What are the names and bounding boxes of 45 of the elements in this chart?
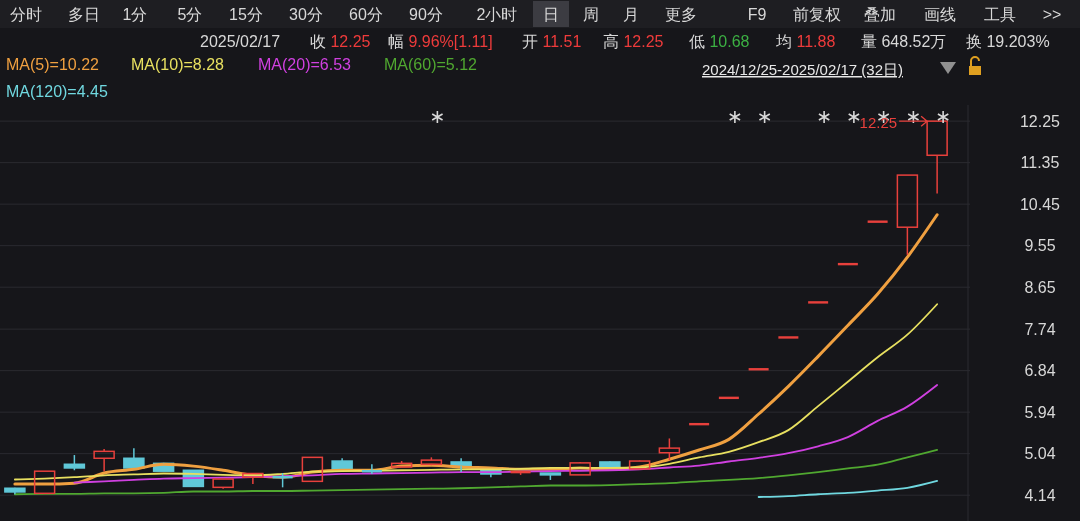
text: MA(60)=5.12 bbox=[384, 56, 478, 73]
text: 均 11.88 bbox=[775, 33, 836, 50]
y-tick-label: 12.25 bbox=[1019, 112, 1061, 130]
text: F9 bbox=[747, 5, 767, 23]
text: 收 12.25 bbox=[310, 33, 371, 50]
text: MA(20)=6.53 bbox=[258, 56, 352, 73]
text: 前复权 bbox=[793, 5, 841, 23]
y-tick-label: 4.14 bbox=[1024, 486, 1056, 504]
text: 2025/02/17 bbox=[200, 33, 281, 50]
text: 开 11.51 bbox=[522, 33, 582, 50]
text: 周 bbox=[583, 5, 599, 23]
text: 高 12.25 bbox=[603, 33, 664, 50]
y-tick-label: 5.04 bbox=[1024, 445, 1056, 463]
text: 90分 bbox=[409, 5, 443, 23]
text: 换 19.203% bbox=[966, 33, 1050, 50]
y-tick-label: 9.55 bbox=[1024, 237, 1056, 255]
text: 画线 bbox=[924, 5, 956, 23]
text: 日 bbox=[543, 5, 559, 23]
text: 多日 bbox=[68, 5, 100, 23]
text: 15分 bbox=[229, 5, 263, 23]
text: >> bbox=[1042, 5, 1062, 23]
text: 幅 9.96%[1.11] bbox=[388, 33, 493, 50]
text: 60分 bbox=[349, 5, 383, 23]
text: MA(5)=10.22 bbox=[6, 56, 100, 73]
text: 量 648.52万 bbox=[861, 33, 947, 50]
text: 叠加 bbox=[864, 5, 896, 23]
text: 2024/12/25-2025/02/17 (32日) bbox=[702, 61, 903, 78]
text: 工具 bbox=[984, 5, 1016, 23]
text: 30分 bbox=[289, 5, 323, 23]
text: 分时 bbox=[10, 5, 42, 23]
text: 低 10.68 bbox=[689, 33, 750, 50]
text: MA(120)=4.45 bbox=[6, 83, 108, 100]
y-tick-label: 11.35 bbox=[1020, 154, 1060, 172]
y-tick-label: 8.65 bbox=[1024, 278, 1056, 296]
text: 1分 bbox=[122, 5, 148, 23]
text: MA(10)=8.28 bbox=[131, 56, 225, 73]
y-tick-label: 10.45 bbox=[1019, 195, 1061, 213]
y-tick-label: 7.74 bbox=[1024, 320, 1056, 338]
text: 月 bbox=[623, 5, 639, 23]
text: 更多 bbox=[665, 5, 697, 23]
text: 2小时 bbox=[476, 5, 518, 23]
y-tick-label: 5.94 bbox=[1024, 403, 1056, 421]
text: 5分 bbox=[177, 5, 203, 23]
annotation: 12.25 bbox=[859, 114, 898, 132]
y-tick-label: 6.84 bbox=[1024, 362, 1056, 380]
